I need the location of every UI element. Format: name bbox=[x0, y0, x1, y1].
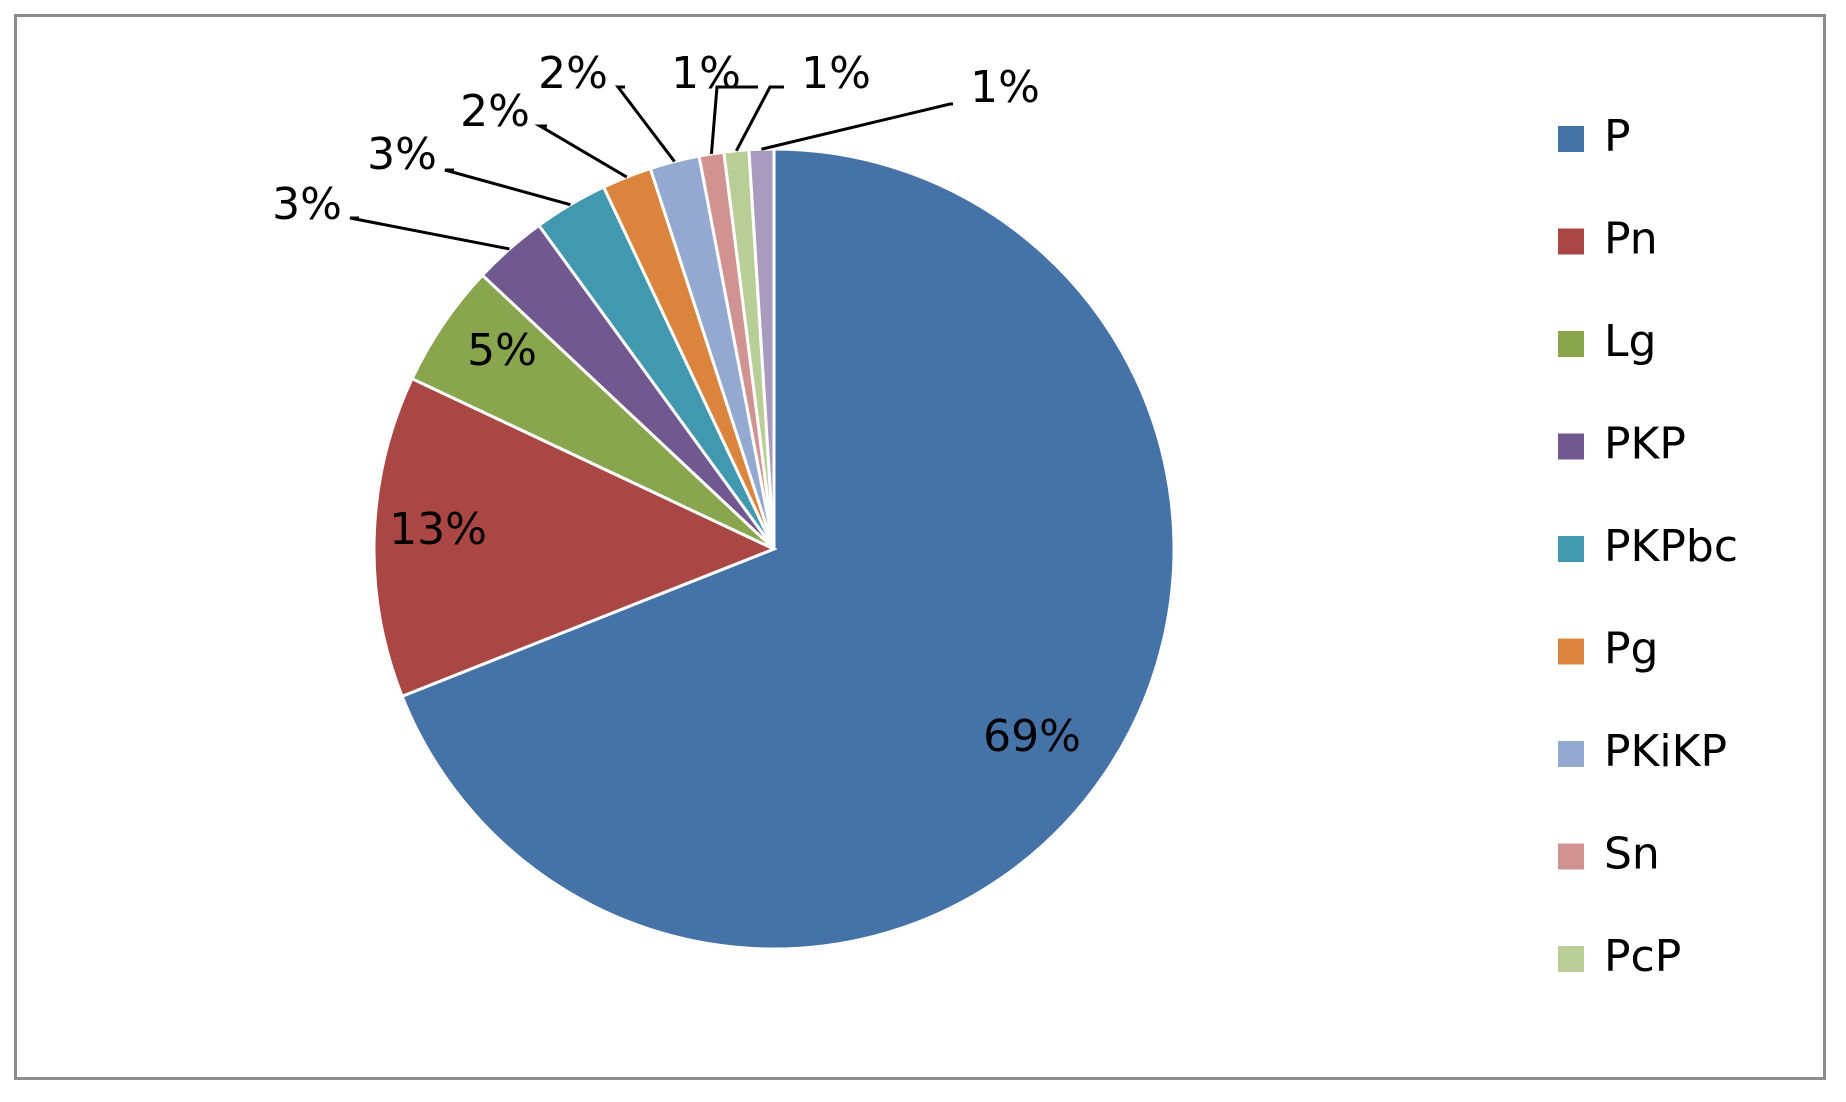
legend-label-pkikp: PKiKP bbox=[1604, 726, 1727, 777]
leader-line bbox=[614, 85, 676, 163]
leader-line bbox=[709, 85, 758, 155]
pie-slice-pn bbox=[372, 376, 778, 699]
legend-swatch-pkpbc bbox=[1558, 536, 1584, 562]
legend-label-lg: Lg bbox=[1604, 316, 1656, 367]
leader-lines bbox=[349, 85, 953, 251]
data-label: 5% bbox=[467, 325, 537, 376]
legend-label-sn: Sn bbox=[1604, 829, 1660, 880]
data-label: 1% bbox=[970, 62, 1040, 113]
pie-slices bbox=[372, 147, 1176, 951]
legend: P Pn Lg PKP PKPbc Pg PKiKP Sn PcP bbox=[1558, 111, 1738, 982]
legend-swatch-p bbox=[1558, 126, 1584, 152]
legend-swatch-lg bbox=[1558, 331, 1584, 357]
legend-swatch-sn bbox=[1558, 843, 1584, 870]
legend-label-pg: Pg bbox=[1604, 624, 1658, 675]
data-label: 2% bbox=[538, 48, 608, 99]
data-label: 3% bbox=[272, 179, 342, 230]
legend-swatch-pcp bbox=[1558, 946, 1584, 972]
data-label: 2% bbox=[460, 86, 530, 137]
leader-line bbox=[349, 216, 510, 251]
legend-swatch-pg bbox=[1558, 638, 1584, 665]
legend-label-pkpbc: PKPbc bbox=[1604, 521, 1738, 572]
data-label: 3% bbox=[367, 129, 437, 180]
legend-label-p: P bbox=[1604, 111, 1631, 162]
leader-line bbox=[761, 102, 953, 151]
data-label: 1% bbox=[671, 48, 741, 99]
data-label: 13% bbox=[389, 504, 487, 555]
legend-swatch-pkp bbox=[1558, 433, 1584, 460]
legend-label-pcp: PcP bbox=[1604, 931, 1681, 982]
data-labels: 69% 13% 5% 3% 3% 2%2% 1% 1% 1% bbox=[272, 48, 1081, 762]
legend-swatch-pn bbox=[1558, 228, 1584, 255]
leader-line bbox=[444, 168, 571, 207]
legend-label-pn: Pn bbox=[1604, 214, 1658, 265]
pie-slice-p bbox=[400, 147, 1176, 951]
legend-label-pkp: PKP bbox=[1604, 419, 1686, 470]
legend-swatch-pkikp bbox=[1558, 741, 1584, 767]
leader-line bbox=[735, 85, 784, 152]
data-label: 69% bbox=[983, 711, 1081, 762]
leader-line bbox=[534, 124, 628, 179]
data-label: 1% bbox=[801, 48, 871, 99]
